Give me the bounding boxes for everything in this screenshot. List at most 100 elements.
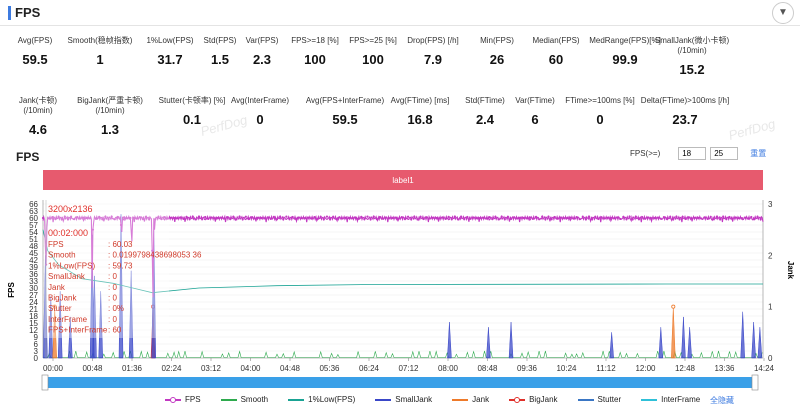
fps-point (201, 218, 204, 221)
fps-point (525, 217, 528, 220)
legend-item[interactable]: BigJank (509, 395, 558, 404)
fps-point (369, 218, 372, 221)
y-tick-label: 3 (34, 347, 39, 356)
y-right-tick-label: 2 (768, 251, 773, 260)
fps-point (634, 215, 637, 218)
y-axis-left-title: FPS (7, 282, 16, 298)
fps-point (531, 217, 534, 221)
fps-point (569, 216, 572, 219)
y-tick-label: 39 (29, 263, 38, 272)
fps-point (587, 215, 591, 218)
chart-tooltip: 3200x2136 00:02:000 FPS: 60.03 Smooth: 0.01… (44, 200, 202, 338)
fps-point (94, 217, 98, 220)
legend-swatch-icon (577, 398, 594, 401)
fps-point (85, 216, 88, 220)
fps-point (619, 217, 622, 221)
y-tick-label: 63 (29, 207, 38, 216)
chevron-down-icon[interactable]: ▼ (772, 2, 794, 24)
stat-value: 1 (96, 52, 104, 67)
stat-value: 59.5 (332, 112, 358, 127)
range-slider-right-handle[interactable] (751, 374, 759, 391)
fps-point (307, 216, 310, 219)
stat-value: 60 (548, 52, 564, 67)
fps-point (378, 215, 382, 219)
fps-point (132, 216, 135, 219)
legend-item[interactable]: InterFrame (641, 395, 700, 404)
jank-spike (508, 322, 514, 359)
fps-point (403, 218, 407, 221)
fps-threshold-input-2[interactable] (710, 147, 739, 160)
x-axis: 00:00 00:48 01:36 02:24 03:12 04:00 04:48 05:36… (43, 358, 775, 373)
stat-label: Drop(FPS) [/h] (407, 36, 459, 45)
stat-label: Var(FTime) (515, 96, 555, 105)
fps-point (428, 217, 432, 220)
stat-value: 16.8 (407, 112, 433, 127)
fps-chart[interactable]: label1 036912151821242730333639424548515… (0, 165, 800, 397)
fps-threshold-input-1[interactable] (678, 147, 707, 160)
fps-point (662, 215, 666, 219)
fps-point (737, 217, 740, 220)
stat-item: FTime>=100ms [%] 0 (555, 86, 645, 127)
y-tick-label: 6 (34, 340, 39, 349)
stat-label: SmallJank(微小卡顿) (/10min) (654, 36, 730, 55)
label-band[interactable] (43, 170, 763, 190)
stat-value: 15.2 (679, 62, 705, 77)
legend-swatch-icon (375, 398, 392, 401)
legend-label: 1%Low(FPS) (308, 395, 356, 404)
legend-item[interactable]: SmallJank (375, 395, 432, 404)
fps-point (410, 218, 413, 221)
fps-point (591, 218, 594, 221)
fps-point (516, 217, 519, 220)
stat-label: Delta(FTime)>100ms [/h] (640, 96, 730, 105)
legend-item[interactable]: Jank (452, 395, 489, 404)
fps-point (294, 217, 297, 220)
fps-point (394, 216, 397, 219)
fps-point (400, 215, 403, 219)
x-tick-label: 12:48 (675, 364, 696, 373)
fps-point (594, 215, 597, 218)
y-right-tick-label: 1 (768, 303, 773, 312)
fps-point (513, 216, 516, 219)
tooltip-value: : 0% (108, 304, 124, 313)
chart-series (41, 214, 764, 359)
reset-button[interactable]: 重置 (750, 149, 767, 158)
fps-point (353, 216, 357, 219)
legend-item[interactable]: FPS (165, 395, 201, 404)
fps-point (612, 217, 616, 220)
fps-point (225, 216, 229, 219)
fps-point (728, 215, 731, 219)
fps-point (366, 215, 369, 218)
fps-point (138, 216, 141, 219)
stat-item: 1%Low(FPS) 31.7 (125, 26, 215, 67)
fps-point (725, 218, 728, 221)
fps-point (285, 215, 288, 218)
legend-item[interactable]: Smooth (220, 395, 268, 404)
fps-point (279, 215, 282, 218)
range-slider-track[interactable] (43, 377, 758, 388)
stat-item: Avg(FPS+InterFrame) 59.5 (300, 86, 390, 127)
jank-spike (128, 270, 134, 359)
legend-swatch-icon (220, 398, 237, 401)
stat-value: 99.9 (612, 52, 638, 67)
range-slider-left-handle[interactable] (41, 374, 49, 391)
legend-item[interactable]: 1%Low(FPS) (288, 395, 355, 404)
jank-spike (687, 327, 692, 359)
fps-point (172, 216, 176, 220)
fps-point (297, 216, 300, 219)
fps-point (472, 216, 475, 219)
fps-point (687, 216, 690, 219)
fps-point (562, 217, 566, 220)
tooltip-key: FPS+InterFrame (48, 326, 108, 335)
fps-point (241, 218, 244, 221)
fps-point (166, 217, 169, 220)
hide-all-button[interactable]: 全隐藏 (710, 396, 734, 405)
tooltip-key: 1%Low(FPS) (48, 261, 95, 270)
fps-point (697, 216, 700, 219)
tooltip-value: : 0 (108, 315, 117, 324)
fps-point (272, 215, 275, 218)
fps-point (653, 217, 656, 220)
legend-item[interactable]: Stutter (577, 395, 621, 404)
y-right-tick-label: 3 (768, 200, 773, 209)
fps-point (197, 215, 201, 218)
stat-value: 4.6 (28, 122, 48, 137)
